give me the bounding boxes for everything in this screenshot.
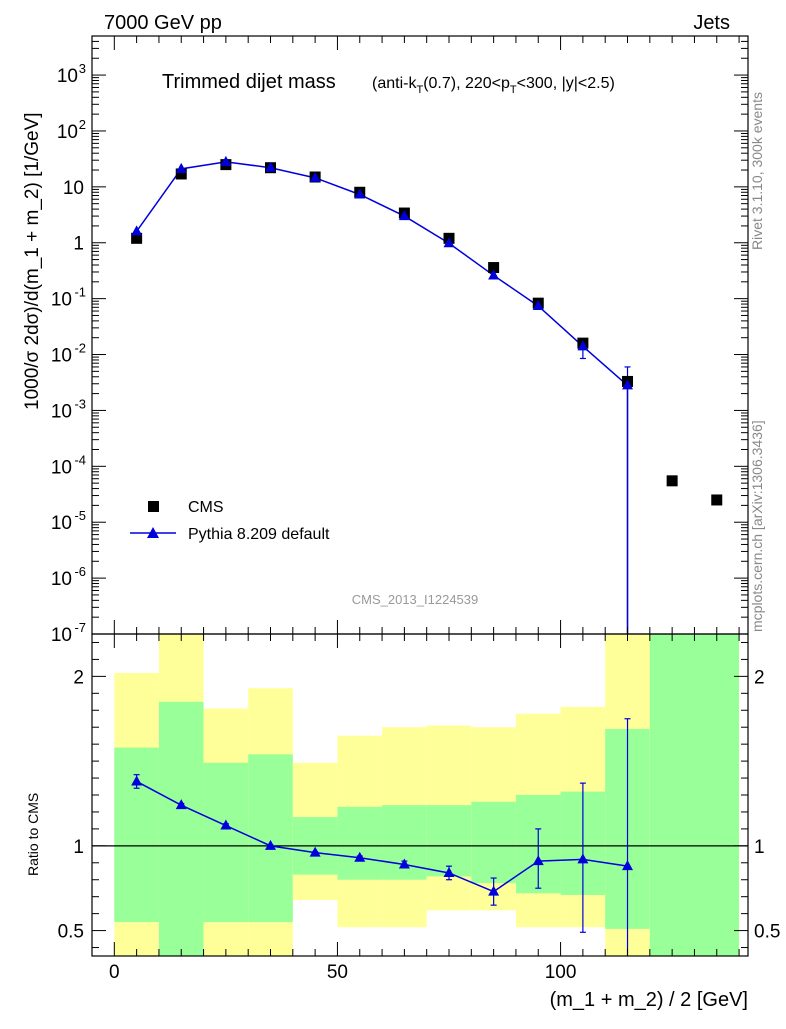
ratio-point bbox=[265, 839, 277, 850]
y-tick-exponent: -7 bbox=[74, 620, 86, 635]
legend: CMS Pythia 8.209 default bbox=[130, 499, 330, 543]
cms-point bbox=[131, 232, 143, 244]
mc-point bbox=[443, 237, 455, 248]
y-tick-label: 10 bbox=[51, 513, 72, 534]
mc-point bbox=[577, 340, 589, 351]
mc-point bbox=[398, 210, 410, 221]
chart-title: Trimmed dijet mass bbox=[162, 71, 336, 93]
x-tick-label: 100 bbox=[545, 962, 577, 983]
ratio-point bbox=[131, 775, 143, 786]
subtitle-sub: T bbox=[510, 84, 517, 96]
rivet-label: Rivet 3.1.10, 300k events bbox=[749, 92, 765, 250]
band-inner bbox=[426, 805, 472, 877]
ratio-bands bbox=[92, 634, 748, 956]
ratio-point bbox=[354, 851, 366, 862]
cms-point bbox=[711, 494, 723, 506]
cms-point bbox=[175, 168, 187, 180]
x-tick-label: 50 bbox=[327, 962, 348, 983]
ratio-y-tick-label: 2 bbox=[73, 667, 84, 688]
y-tick-label: 10 bbox=[51, 569, 72, 590]
y-tick-exponent: -3 bbox=[74, 396, 86, 411]
y-tick-label: 10 bbox=[51, 401, 72, 422]
subtitle-part: <300, |y|<2.5) bbox=[517, 75, 615, 92]
y-tick-exponent: 3 bbox=[79, 61, 86, 76]
main-series bbox=[131, 155, 723, 634]
main-frame bbox=[91, 35, 749, 635]
mc-point bbox=[131, 225, 143, 236]
subtitle-part: (anti-k bbox=[372, 75, 417, 92]
y-tick-exponent: -4 bbox=[74, 452, 86, 467]
y-tick-exponent: -6 bbox=[74, 564, 86, 579]
y-tick-exponent: -5 bbox=[74, 508, 86, 523]
ratio-point bbox=[488, 885, 500, 896]
ratio-y-tick-label: 0.5 bbox=[754, 922, 780, 943]
mcplots-label: mcplots.cern.ch [arXiv:1306.3436] bbox=[749, 420, 765, 632]
ratio-point bbox=[443, 866, 455, 877]
band-inner bbox=[203, 762, 249, 923]
band-inner bbox=[114, 747, 159, 923]
mc-point bbox=[532, 299, 544, 310]
band-inner bbox=[158, 701, 204, 956]
ratio-point bbox=[398, 858, 410, 869]
y-tick-exponent: 2 bbox=[79, 117, 86, 132]
mc-point bbox=[175, 162, 187, 173]
main-ylabel: 1000/σ 2dσ)/d(m_1 + m_2) [1/GeV] bbox=[22, 112, 43, 410]
mc-point bbox=[309, 171, 321, 182]
mc-point bbox=[622, 379, 634, 390]
y-tick-label: 10 bbox=[51, 457, 72, 478]
process-label: Jets bbox=[693, 12, 730, 34]
ratio-point bbox=[175, 799, 187, 810]
cms-point bbox=[666, 475, 678, 487]
legend-label-cms: CMS bbox=[188, 499, 224, 516]
y-tick-exponent: -1 bbox=[74, 285, 86, 300]
band-inner bbox=[337, 806, 383, 880]
ratio-point bbox=[220, 819, 232, 830]
x-axis-label: (m_1 + m_2) / 2 [GeV] bbox=[550, 989, 748, 1011]
legend-marker-mc bbox=[147, 527, 159, 538]
ratio-point bbox=[532, 855, 544, 866]
analysis-id: CMS_2013_I1224539 bbox=[352, 592, 479, 607]
y-tick-label: 10 bbox=[51, 346, 72, 367]
ratio-point bbox=[309, 846, 321, 857]
ratio-y-tick-label: 1 bbox=[754, 837, 765, 858]
ratio-point bbox=[622, 860, 634, 871]
ratio-series bbox=[131, 718, 634, 956]
y-tick-label: 10 bbox=[51, 625, 72, 646]
y-tick-label: 10 bbox=[51, 290, 72, 311]
band-inner bbox=[248, 754, 293, 923]
energy-label: 7000 GeV pp bbox=[104, 12, 222, 34]
band-inner bbox=[471, 801, 516, 884]
ratio-y-tick-label: 1 bbox=[73, 837, 84, 858]
legend-marker-cms bbox=[148, 501, 159, 512]
ratio-y-tick-label: 2 bbox=[754, 667, 765, 688]
ratio-ylabel: Ratio to CMS bbox=[25, 793, 41, 876]
mc-point bbox=[265, 161, 277, 172]
title-main: Trimmed dijet mass bbox=[162, 71, 336, 93]
y-tick-label: 10 bbox=[57, 122, 78, 143]
cms-point bbox=[488, 262, 500, 274]
band-inner bbox=[649, 634, 740, 956]
y-tick-label: 10 bbox=[57, 66, 78, 87]
mc-point bbox=[488, 269, 500, 280]
band-inner bbox=[382, 805, 427, 880]
ratio-point bbox=[577, 853, 589, 864]
y-tick-label: 10 bbox=[63, 178, 84, 199]
subtitle-sub: T bbox=[416, 84, 423, 96]
x-tick-label: 0 bbox=[109, 962, 120, 983]
mc-point bbox=[354, 188, 366, 199]
legend-label-mc: Pythia 8.209 default bbox=[188, 526, 330, 543]
y-tick-exponent: -2 bbox=[74, 341, 86, 356]
chart-subtitle: (anti-kT(0.7), 220<pT<300, |y|<2.5) bbox=[372, 75, 615, 96]
mc-point bbox=[220, 155, 232, 166]
subtitle-part: (0.7), 220<p bbox=[423, 75, 510, 92]
mc-line bbox=[136, 161, 629, 386]
ratio-line bbox=[136, 780, 628, 893]
ratio-y-tick-label: 0.5 bbox=[58, 922, 84, 943]
y-tick-label: 1 bbox=[73, 234, 84, 255]
